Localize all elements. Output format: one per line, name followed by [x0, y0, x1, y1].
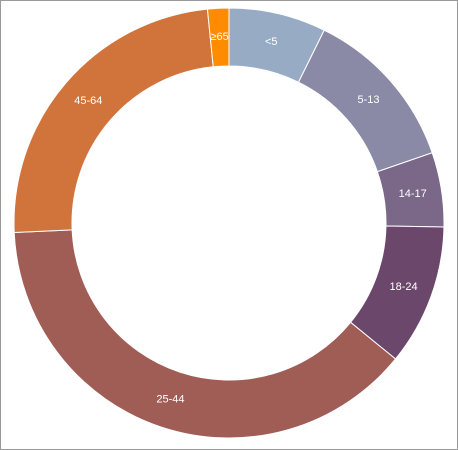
slice-label: 45-64: [74, 95, 102, 107]
slice-label: <5: [265, 36, 278, 48]
slice-label: 14-17: [399, 188, 427, 200]
donut-slice: [13, 229, 397, 439]
slice-label: ≥65: [211, 31, 229, 43]
slice-label: 5-13: [358, 94, 380, 106]
slice-label: 18-24: [390, 281, 418, 293]
slice-label: 25-44: [156, 393, 184, 405]
donut-slice: [13, 8, 214, 233]
donut-slice: [206, 7, 230, 68]
